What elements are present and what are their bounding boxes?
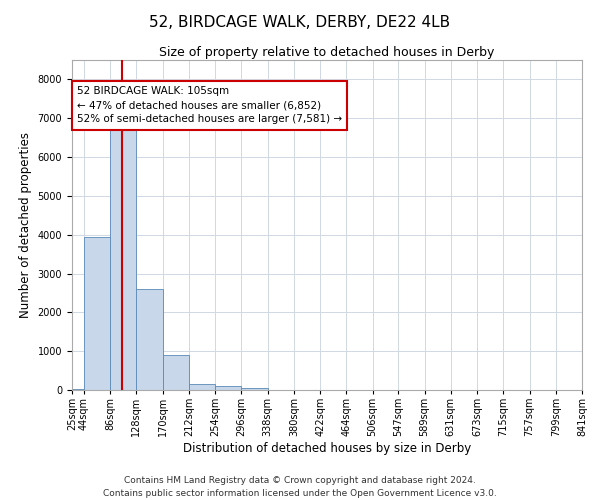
Bar — [84, 236, 110, 390]
Title: Size of property relative to detached houses in Derby: Size of property relative to detached ho… — [160, 46, 494, 59]
Bar — [241, 388, 268, 390]
Text: 52 BIRDCAGE WALK: 105sqm
← 47% of detached houses are smaller (6,852)
52% of sem: 52 BIRDCAGE WALK: 105sqm ← 47% of detach… — [77, 86, 342, 124]
Y-axis label: Number of detached properties: Number of detached properties — [19, 132, 32, 318]
Bar — [163, 355, 189, 390]
Bar — [215, 386, 241, 390]
X-axis label: Distribution of detached houses by size in Derby: Distribution of detached houses by size … — [183, 442, 471, 455]
Bar — [136, 289, 163, 390]
Text: 52, BIRDCAGE WALK, DERBY, DE22 4LB: 52, BIRDCAGE WALK, DERBY, DE22 4LB — [149, 15, 451, 30]
Text: Contains HM Land Registry data © Crown copyright and database right 2024.
Contai: Contains HM Land Registry data © Crown c… — [103, 476, 497, 498]
Bar — [72, 389, 84, 390]
Bar — [110, 130, 136, 390]
Bar — [189, 384, 215, 390]
